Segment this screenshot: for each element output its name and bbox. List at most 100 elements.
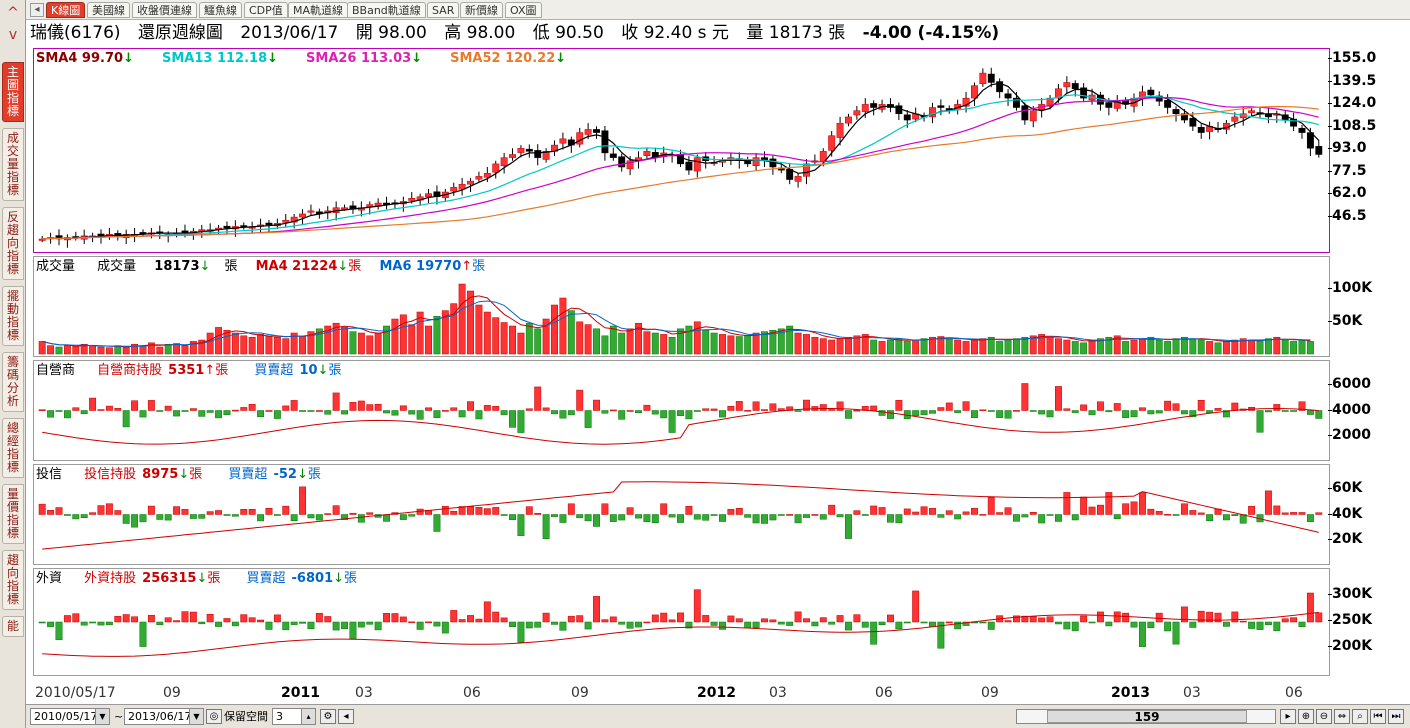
net-buy-bar — [878, 621, 886, 626]
scrollbar-thumb[interactable]: 159 — [1047, 710, 1247, 723]
rail-tab-8[interactable]: 能 — [2, 616, 24, 637]
chart-tab-7[interactable]: SAR — [427, 2, 460, 18]
start-date-picker[interactable]: 2010/05/17 ▼ — [30, 708, 110, 725]
trust-holding-arrow-icon: ↓ — [178, 467, 190, 482]
price-panel[interactable]: SMA4 99.70↓ SMA13 112.18↓ SMA26 113.03↓ SMA… — [33, 48, 1330, 253]
net-buy-bar — [366, 512, 374, 515]
net-buy-bar — [920, 621, 928, 624]
sma52-line — [42, 105, 1319, 240]
net-buy-bar — [383, 514, 390, 522]
rail-tab-1[interactable]: 成交量指標 — [2, 128, 24, 201]
settings-icon[interactable]: ⚙ — [320, 709, 336, 724]
net-buy-bar — [164, 405, 172, 411]
trust-panel[interactable]: 投信 投信持股 8975↓張 買賣超 -52↓張 — [33, 464, 1330, 565]
net-buy-bar — [685, 505, 693, 515]
keep-space-spinner-icon[interactable]: ▴ — [301, 709, 315, 724]
expand-icon[interactable]: ⇔ — [1334, 709, 1350, 724]
scroll-left-icon[interactable]: ◂ — [338, 709, 354, 724]
ma4-unit: 張 — [348, 259, 362, 274]
dealer-y-axis: 6000 4000 2000 — [1328, 360, 1402, 461]
volume-bar — [223, 329, 231, 355]
net-buy-bar — [651, 410, 659, 415]
volume-bar — [803, 334, 810, 355]
tab-scroll-left-icon[interactable]: ◂ — [30, 3, 44, 17]
net-buy-bar — [937, 407, 945, 411]
net-buy-bar — [643, 514, 651, 523]
foreign-net-value: -6801 — [291, 571, 334, 586]
search-icon[interactable]: ⌕ — [1352, 709, 1368, 724]
volume-bar — [845, 336, 852, 355]
rail-tab-0[interactable]: 主圖指標 — [2, 62, 24, 122]
zoom-icon[interactable]: ⊕ — [1298, 709, 1314, 724]
dealer-net-label: 買賣超 — [254, 363, 294, 378]
net-buy-bar — [903, 508, 911, 515]
rail-tab-4[interactable]: 籌碼分析 — [2, 352, 24, 412]
chart-tab-6[interactable]: BBand軌道線 — [347, 2, 426, 18]
chart-tab-5[interactable]: MA軌道線 — [288, 2, 349, 18]
net-buy-bar — [1197, 610, 1205, 623]
volume-bar — [685, 325, 693, 355]
net-buy-bar — [173, 506, 181, 515]
net-buy-bar — [937, 621, 945, 649]
foreign-panel[interactable]: 外資 外資持股 256315↓張 買賣超 -6801↓張 — [33, 568, 1330, 676]
keep-space-input[interactable]: 3 ▴ — [272, 708, 316, 725]
net-buy-bar — [777, 621, 785, 625]
end-date-dropdown-icon[interactable]: ▼ — [189, 709, 203, 724]
volume-bar — [643, 331, 651, 355]
end-date-picker[interactable]: 2013/06/17 ▼ — [124, 708, 204, 725]
net-buy-bar — [710, 514, 718, 516]
net-buy-bar — [55, 410, 63, 412]
net-buy-bar — [929, 621, 936, 627]
net-buy-bar — [685, 410, 693, 420]
net-buy-bar — [929, 410, 936, 414]
query-icon[interactable]: ◎ — [206, 709, 222, 724]
start-date-dropdown-icon[interactable]: ▼ — [95, 709, 109, 724]
rail-up-arrow-icon[interactable]: ^ — [7, 5, 19, 21]
net-buy-bar — [1029, 410, 1037, 412]
volume-bar — [357, 332, 365, 355]
chart-tab-0[interactable]: K線圖 — [46, 2, 86, 18]
net-buy-bar — [794, 514, 802, 524]
net-buy-bar — [433, 514, 441, 532]
rail-tab-7[interactable]: 趨向指標 — [2, 550, 24, 610]
first-page-icon[interactable]: ⏮ — [1370, 709, 1386, 724]
chart-tab-4[interactable]: CDP值 — [244, 2, 288, 18]
rail-down-arrow-icon[interactable]: v — [8, 27, 18, 43]
net-buy-bar — [744, 514, 752, 518]
bottom-toolbar: 2010/05/17 ▼ ~ 2013/06/17 ▼ ◎ 保留空間 3 ▴ ⚙… — [26, 704, 1410, 728]
rail-tab-3[interactable]: 擺動指標 — [2, 286, 24, 346]
dealer-panel[interactable]: 自營商 自營商持股 5351↑張 買賣超 10↓張 — [33, 360, 1330, 461]
trust-net-unit: 張 — [307, 467, 321, 482]
candle-body — [38, 238, 46, 241]
volume-bar — [945, 338, 953, 355]
net-buy-bar — [483, 601, 491, 623]
volume-panel[interactable]: 成交量 成交量 18173↓ 張 MA4 21224↓張 MA6 19770↑張 — [33, 256, 1330, 357]
net-buy-bar — [1281, 410, 1289, 412]
rail-tab-2[interactable]: 反趨向指標 — [2, 207, 24, 280]
chart-tab-9[interactable]: OX圖 — [505, 2, 542, 18]
chart-tab-3[interactable]: 鱷魚線 — [199, 2, 242, 18]
chart-tab-1[interactable]: 美國線 — [87, 2, 130, 18]
rail-tab-5[interactable]: 總經指標 — [2, 418, 24, 478]
net-buy-bar — [1222, 410, 1230, 418]
net-buy-bar — [811, 514, 819, 516]
price-yaxis-tick-5: 77.5 — [1328, 163, 1410, 179]
chart-tab-2[interactable]: 收盤價連線 — [132, 2, 197, 18]
chart-type-tabbar: ◂ K線圖 美國線 收盤價連線 鱷魚線 CDP值 MA軌道線 BBand軌道線 SAR 新價線 O… — [26, 0, 1410, 20]
net-buy-bar — [189, 514, 197, 519]
net-buy-bar — [122, 410, 130, 428]
volume-bar — [626, 328, 634, 355]
candle-body — [1172, 109, 1180, 115]
scroll-right-icon[interactable]: ▸ — [1280, 709, 1296, 724]
net-buy-bar — [450, 510, 458, 515]
net-buy-bar — [845, 410, 852, 419]
net-buy-bar — [1071, 621, 1079, 632]
net-buy-bar — [206, 410, 214, 413]
rail-tab-6[interactable]: 量價指標 — [2, 484, 24, 544]
candle-body — [265, 222, 273, 226]
shrink-icon[interactable]: ⊖ — [1316, 709, 1332, 724]
last-page-icon[interactable]: ⏭ — [1388, 709, 1404, 724]
net-buy-bar — [164, 617, 172, 623]
time-scrollbar[interactable]: 159 — [1016, 709, 1276, 724]
chart-tab-8[interactable]: 新價線 — [460, 2, 503, 18]
